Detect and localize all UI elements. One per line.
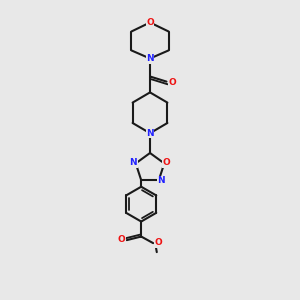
Text: N: N	[158, 176, 165, 185]
Text: O: O	[146, 18, 154, 27]
Text: N: N	[146, 54, 154, 63]
Text: O: O	[154, 238, 162, 247]
Text: O: O	[169, 78, 176, 87]
Text: O: O	[163, 158, 170, 167]
Text: O: O	[118, 235, 126, 244]
Text: N: N	[130, 158, 137, 167]
Text: N: N	[146, 129, 154, 138]
